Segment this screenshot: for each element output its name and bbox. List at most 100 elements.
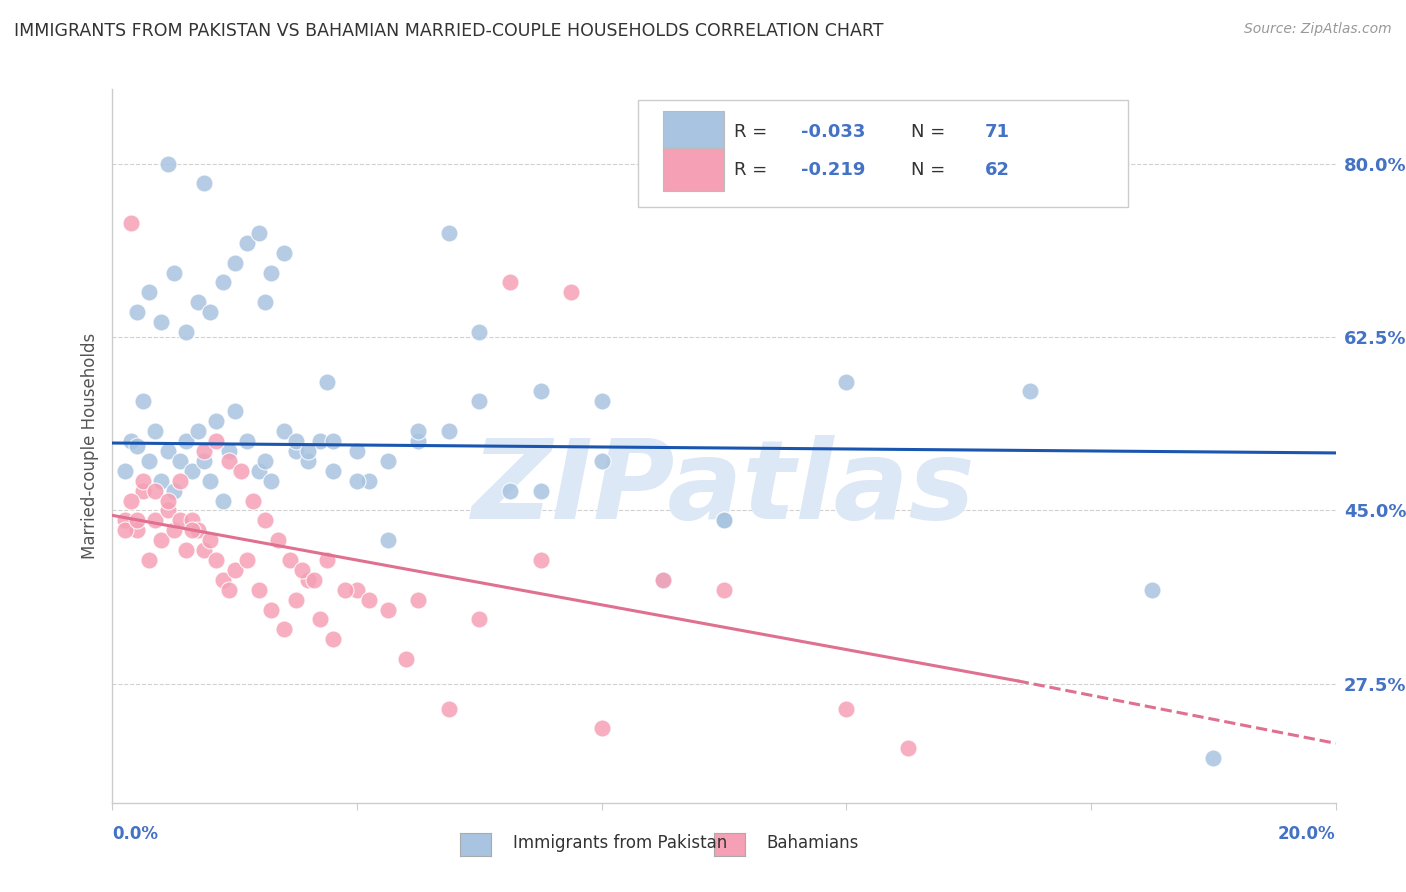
Point — [236, 553, 259, 567]
Point — [174, 543, 197, 558]
Point — [193, 444, 215, 458]
Point — [713, 513, 735, 527]
Point — [266, 533, 288, 548]
Text: R =: R = — [734, 161, 773, 178]
Point — [468, 394, 491, 409]
Point — [181, 523, 204, 537]
Point — [377, 602, 399, 616]
Text: R =: R = — [734, 123, 773, 141]
Point — [254, 295, 277, 310]
Point — [278, 553, 301, 567]
Text: -0.219: -0.219 — [801, 161, 866, 178]
Point — [132, 483, 155, 498]
Point — [499, 483, 522, 498]
Point — [200, 533, 222, 548]
Point — [437, 424, 460, 438]
Point — [114, 464, 136, 478]
Point — [205, 553, 228, 567]
Point — [163, 483, 186, 498]
Point — [591, 394, 613, 409]
Point — [713, 513, 735, 527]
Point — [211, 276, 233, 290]
Text: N =: N = — [911, 123, 952, 141]
Point — [125, 439, 148, 453]
Point — [835, 375, 858, 389]
Point — [273, 424, 295, 438]
Point — [205, 434, 228, 448]
Point — [156, 493, 179, 508]
Point — [652, 573, 675, 587]
Point — [377, 533, 399, 548]
Text: 62: 62 — [984, 161, 1010, 178]
Point — [468, 325, 491, 339]
Point — [187, 424, 209, 438]
Point — [1018, 384, 1040, 399]
Point — [114, 513, 136, 527]
Point — [218, 454, 240, 468]
Point — [437, 701, 460, 715]
Point — [284, 444, 308, 458]
Point — [205, 414, 228, 428]
Point — [591, 722, 613, 736]
Point — [200, 474, 222, 488]
Point — [236, 434, 259, 448]
Point — [211, 493, 233, 508]
Point — [1142, 582, 1164, 597]
Point — [187, 523, 209, 537]
Point — [315, 375, 337, 389]
Point — [254, 454, 277, 468]
Point — [120, 434, 142, 448]
Point — [138, 553, 160, 567]
Point — [163, 266, 186, 280]
Point — [468, 612, 491, 626]
Point — [395, 652, 418, 666]
Point — [138, 285, 160, 300]
Point — [315, 553, 337, 567]
Point — [125, 523, 148, 537]
Point — [218, 582, 240, 597]
Text: N =: N = — [911, 161, 952, 178]
Point — [143, 424, 166, 438]
Point — [218, 444, 240, 458]
Point — [229, 464, 252, 478]
Text: 0.0%: 0.0% — [112, 825, 159, 843]
Point — [304, 573, 326, 587]
Point — [143, 483, 166, 498]
Point — [346, 474, 368, 488]
Point — [169, 513, 191, 527]
Point — [297, 454, 319, 468]
Point — [156, 156, 179, 170]
Point — [835, 701, 858, 715]
Point — [897, 741, 920, 756]
Point — [297, 444, 319, 458]
Text: 71: 71 — [984, 123, 1010, 141]
Point — [291, 563, 314, 577]
Point — [247, 582, 270, 597]
Point — [174, 434, 197, 448]
Point — [499, 276, 522, 290]
Point — [591, 454, 613, 468]
Point — [1202, 751, 1225, 765]
Point — [408, 592, 430, 607]
Point — [309, 612, 332, 626]
Point — [169, 474, 191, 488]
Point — [713, 582, 735, 597]
Point — [297, 573, 319, 587]
Text: Source: ZipAtlas.com: Source: ZipAtlas.com — [1244, 22, 1392, 37]
Point — [322, 464, 344, 478]
Point — [284, 592, 308, 607]
Point — [284, 434, 308, 448]
Point — [652, 573, 675, 587]
Point — [322, 632, 344, 647]
Text: ZIPatlas: ZIPatlas — [472, 435, 976, 542]
Point — [346, 582, 368, 597]
FancyBboxPatch shape — [638, 100, 1128, 207]
Point — [132, 394, 155, 409]
Point — [359, 592, 381, 607]
Point — [322, 434, 344, 448]
FancyBboxPatch shape — [664, 111, 724, 153]
Point — [150, 533, 173, 548]
Point — [273, 623, 295, 637]
Point — [560, 285, 582, 300]
Text: -0.033: -0.033 — [801, 123, 866, 141]
